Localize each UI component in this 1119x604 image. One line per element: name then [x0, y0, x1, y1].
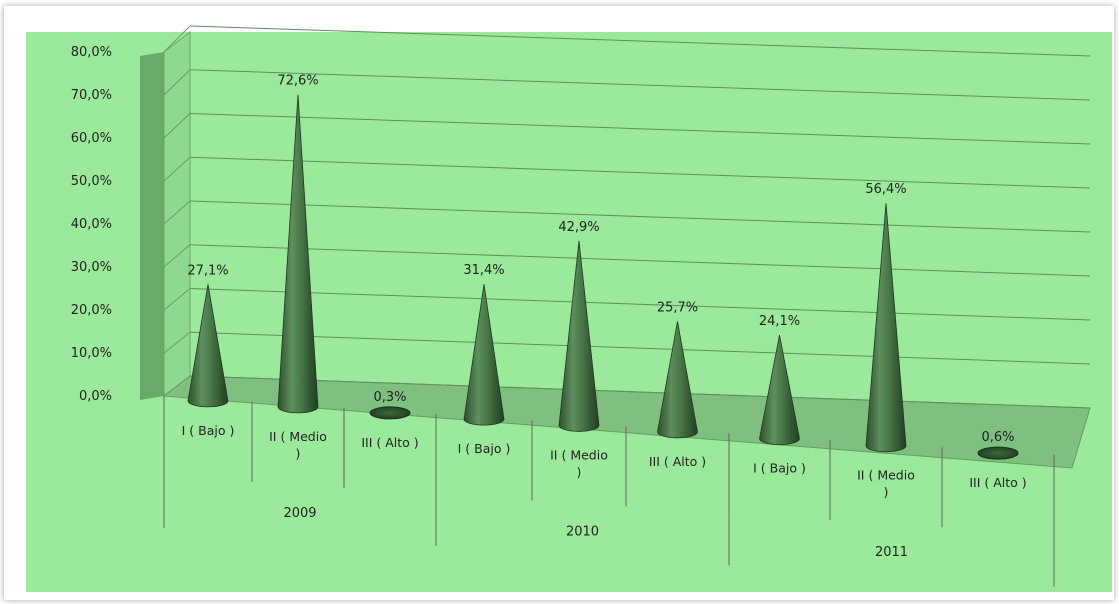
- data-label: 42,9%: [558, 220, 599, 235]
- data-label: 25,7%: [657, 300, 698, 315]
- gridline: [189, 331, 1091, 365]
- y-tick-label: 0,0%: [79, 389, 112, 404]
- group-label: 2011: [875, 545, 908, 560]
- y-tick-label: 20,0%: [71, 303, 112, 318]
- gridline-side: [163, 288, 191, 311]
- cone-mark: [369, 406, 411, 420]
- data-label: 72,6%: [277, 74, 318, 89]
- cone-mark: [977, 446, 1019, 460]
- data-label: 56,4%: [865, 182, 906, 197]
- side-wall: [163, 30, 191, 398]
- gridline-side: [163, 25, 191, 53]
- gridline-side: [163, 375, 191, 397]
- category-label: III ( Alto ): [361, 435, 418, 450]
- data-label: 27,1%: [187, 263, 228, 278]
- y-tick-label: 80,0%: [71, 45, 112, 60]
- cone-mark: [187, 284, 229, 408]
- category-label: ): [296, 446, 301, 461]
- y-tick-label: 60,0%: [71, 131, 112, 146]
- data-label: 24,1%: [759, 314, 800, 329]
- side-wall-edge: [140, 52, 164, 400]
- category-label: II ( Medio: [269, 429, 327, 444]
- gridline: [189, 375, 1091, 409]
- gridline-side: [163, 200, 191, 225]
- gridline: [189, 25, 1091, 57]
- category-label: I ( Bajo ): [182, 423, 235, 438]
- gridline-side: [163, 244, 191, 268]
- category-label: I ( Bajo ): [753, 461, 806, 476]
- cone-mark: [865, 203, 907, 453]
- gridline: [189, 156, 1091, 189]
- chart-frame: 0,0% 10,0% 20,0% 30,0% 40,0% 50,0% 60,0% 70,0% 8…: [4, 6, 1114, 600]
- y-tick-label: 40,0%: [71, 217, 112, 232]
- y-tick-label: 50,0%: [71, 174, 112, 189]
- cone-mark: [657, 321, 698, 439]
- group-label: 2010: [566, 525, 599, 540]
- cone-mark: [558, 240, 600, 432]
- category-label: ): [577, 464, 582, 479]
- y-tick-label: 30,0%: [71, 260, 112, 275]
- gridline: [189, 200, 1091, 233]
- gridline: [189, 288, 1091, 321]
- category-label: II ( Medio: [550, 447, 608, 462]
- cone-mark: [463, 284, 505, 426]
- gridline-side: [163, 156, 191, 182]
- data-label: 0,3%: [373, 390, 406, 405]
- gridline-side: [163, 331, 191, 354]
- category-label: II ( Medio: [857, 468, 915, 483]
- gridline: [189, 244, 1091, 277]
- y-tick-label: 70,0%: [71, 88, 112, 103]
- category-label: ): [884, 485, 889, 500]
- cone-mark: [759, 334, 800, 446]
- gridline: [189, 69, 1091, 101]
- y-tick-label: 10,0%: [71, 346, 112, 361]
- category-label: I ( Bajo ): [458, 441, 511, 456]
- cone-chart: 0,0% 10,0% 20,0% 30,0% 40,0% 50,0% 60,0% 70,0% 8…: [26, 25, 1112, 592]
- category-label: III ( Alto ): [969, 475, 1026, 490]
- cone-mark: [277, 94, 319, 414]
- gridline: [189, 113, 1091, 145]
- gridline-side: [163, 113, 191, 139]
- group-label: 2009: [283, 506, 316, 521]
- data-label: 31,4%: [463, 263, 504, 278]
- category-label: III ( Alto ): [649, 454, 706, 469]
- gridline-side: [163, 69, 191, 96]
- data-label: 0,6%: [981, 430, 1014, 445]
